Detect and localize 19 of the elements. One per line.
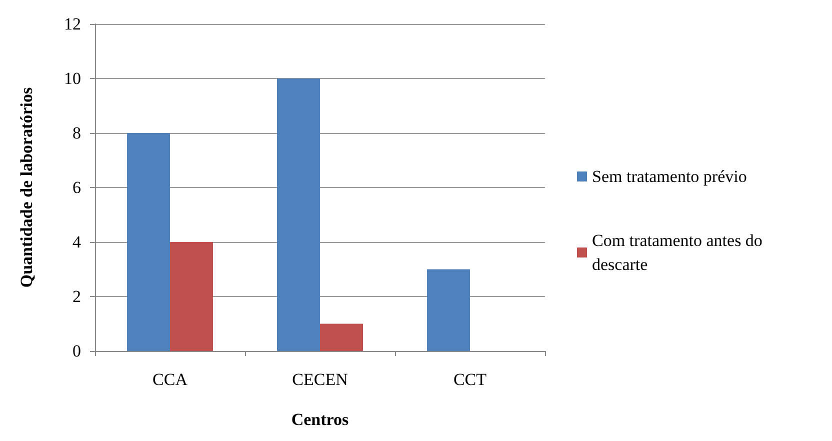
y-tick-label: 8 bbox=[72, 124, 81, 142]
y-axis-title: Quantidade de laboratórios bbox=[17, 87, 36, 288]
y-tick-label: 4 bbox=[72, 232, 82, 252]
x-tick-label: CCT bbox=[453, 370, 488, 389]
x-tick-label: CCA bbox=[152, 370, 188, 389]
bar bbox=[127, 133, 170, 351]
legend-label: Sem tratamento prévio bbox=[592, 167, 747, 186]
bar bbox=[427, 269, 470, 351]
bar bbox=[320, 324, 363, 351]
x-axis-title: Centros bbox=[291, 410, 350, 429]
legend-label: Com tratamento antes do descarte bbox=[592, 231, 767, 274]
bar bbox=[170, 242, 213, 351]
y-tick-label: 12 bbox=[64, 14, 81, 34]
y-tick-label: 2 bbox=[72, 287, 81, 306]
y-tick-label: 6 bbox=[72, 178, 81, 197]
bar bbox=[277, 78, 320, 351]
y-tick-label: 0 bbox=[72, 342, 81, 360]
y-tick-label: 10 bbox=[64, 69, 81, 88]
x-tick-label: CECEN bbox=[292, 370, 348, 389]
